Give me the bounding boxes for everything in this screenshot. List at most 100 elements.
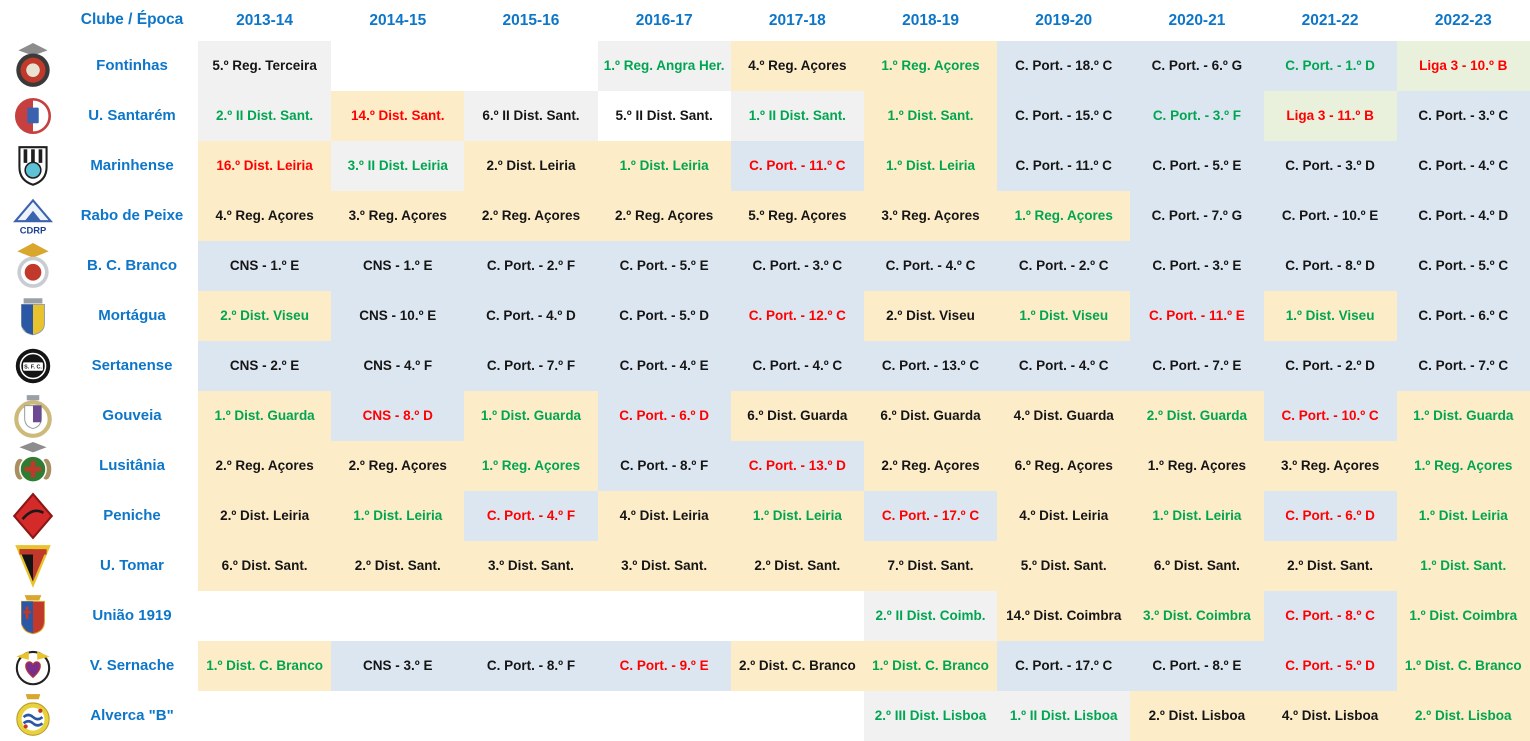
season-cell: 3.º Dist. Coimbra <box>1130 591 1264 641</box>
season-cell: 3.º Reg. Açores <box>1263 441 1397 491</box>
season-cell: 1.º Dist. Leiria <box>1396 491 1530 541</box>
season-cell <box>331 691 464 741</box>
season-cell <box>198 691 331 741</box>
club-name: Gouveia <box>102 407 162 425</box>
season-cell: 1.º Dist. Sant. <box>863 91 998 141</box>
sertanense-crest: S. F. C. <box>0 341 66 391</box>
club-name: Peniche <box>103 507 161 525</box>
header-season-2018-19: 2018-19 <box>902 11 959 29</box>
season-cell: 2.º Dist. Sant. <box>730 541 864 591</box>
lusitania-crest <box>0 441 66 491</box>
season-cell: 5.º II Dist. Sant. <box>615 107 713 123</box>
u-tomar-crest-icon <box>15 545 51 588</box>
season-cell <box>598 691 731 741</box>
club-name: Sertanense <box>91 357 173 375</box>
b-c-branco-crest-icon <box>17 243 49 288</box>
b-c-branco-crest <box>0 241 66 291</box>
season-cell: CNS - 1.º E <box>198 241 332 291</box>
season-cell: C. Port. - 11.º C <box>997 141 1131 191</box>
season-cell: 1.º Dist. C. Branco <box>863 641 998 691</box>
season-cell: C. Port. - 5.º E <box>1130 141 1264 191</box>
season-cell: C. Port. - 1.º D <box>1263 41 1397 91</box>
season-cell: 3.º Reg. Açores <box>863 191 998 241</box>
season-cell: C. Port. - 8.º E <box>1130 641 1264 691</box>
sertanense-crest-icon: S. F. C. <box>15 348 51 384</box>
season-cell: 1.º Reg. Açores <box>997 191 1131 241</box>
svg-text:CDRP: CDRP <box>20 225 47 236</box>
season-cell: C. Port. - 9.º E <box>597 641 731 691</box>
season-cell: 6.º Dist. Sant. <box>198 541 332 591</box>
header-row: Clube / Época 2013-14 2014-15 2015-16 2016-… <box>0 0 1530 41</box>
table-body: Fontinhas 5.º Reg. Terceira 1.º Reg. Angra… <box>0 41 1530 741</box>
peniche-crest-icon <box>12 492 54 540</box>
mortagua-crest <box>0 291 66 341</box>
season-cell: C. Port. - 4.º C <box>730 341 864 391</box>
season-cell: 2.º III Dist. Lisboa <box>863 691 998 741</box>
season-cell: C. Port. - 4.º C <box>1396 141 1530 191</box>
season-cell: C. Port. - 8.º C <box>1263 591 1397 641</box>
table-row: V. Sernache 1.º Dist. C. Branco CNS - 3.º … <box>0 641 1530 691</box>
season-cell: C. Port. - 8.º F <box>597 441 731 491</box>
season-cell: 6.º Reg. Açores <box>997 441 1131 491</box>
season-cell: C. Port. - 7.º F <box>464 341 598 391</box>
season-cell: C. Port. - 6.º G <box>1130 41 1264 91</box>
table-row: Marinhense 16.º Dist. Leiria 3.º II Dist. … <box>0 141 1530 191</box>
season-cell: C. Port. - 11.º C <box>730 141 864 191</box>
table-row: Gouveia 1.º Dist. Guarda CNS - 8.º D 1.º Di… <box>0 391 1530 441</box>
season-cell: 2.º Reg. Açores <box>464 191 598 241</box>
season-cell <box>464 591 597 641</box>
alverca-b-crest <box>0 691 66 741</box>
header-season-2016-17: 2016-17 <box>635 11 693 29</box>
season-cell <box>731 591 864 641</box>
season-cell: 16.º Dist. Leiria <box>198 141 332 191</box>
season-cell: 4.º Dist. Leiria <box>997 491 1131 541</box>
season-cell: 3.º II Dist. Leiria <box>331 141 465 191</box>
season-cell: C. Port. - 2.º D <box>1263 341 1397 391</box>
fontinhas-crest <box>0 41 66 91</box>
season-cell: 4.º Dist. Leiria <box>597 491 731 541</box>
season-cell: C. Port. - 7.º C <box>1396 341 1530 391</box>
peniche-crest <box>0 491 66 541</box>
season-cell: 1.º Reg. Açores <box>464 441 598 491</box>
season-cell: 1.º Reg. Açores <box>1130 441 1264 491</box>
gouveia-crest-icon <box>14 395 52 438</box>
season-cell: 6.º Dist. Guarda <box>730 391 864 441</box>
season-cell: C. Port. - 3.º F <box>1130 91 1264 141</box>
header-season-2013-14: 2013-14 <box>236 11 294 29</box>
season-cell <box>598 591 731 641</box>
season-cell: 2.º Dist. Sant. <box>331 541 465 591</box>
uniao-1919-crest-icon <box>21 595 45 635</box>
season-cell: C. Port. - 5.º C <box>1396 241 1530 291</box>
season-cell: 3.º Dist. Sant. <box>597 541 731 591</box>
season-cell: 7.º Dist. Sant. <box>863 541 998 591</box>
season-cell: 1.º Dist. Leiria <box>863 141 998 191</box>
season-cell: 4.º Dist. Guarda <box>997 391 1131 441</box>
season-cell: 5.º Reg. Açores <box>730 191 864 241</box>
season-cell: C. Port. - 5.º D <box>1263 641 1397 691</box>
season-cell: C. Port. - 10.º E <box>1263 191 1397 241</box>
club-name: U. Santarém <box>88 107 176 125</box>
club-name: Alverca "B" <box>90 707 174 725</box>
season-cell <box>331 41 464 91</box>
season-cell: C. Port. - 3.º E <box>1130 241 1264 291</box>
season-cell: C. Port. - 8.º D <box>1263 241 1397 291</box>
season-cell: C. Port. - 2.º F <box>464 241 598 291</box>
season-cell: C. Port. - 3.º C <box>730 241 864 291</box>
season-cell: CNS - 2.º E <box>198 341 332 391</box>
season-cell: 2.º II Dist. Coimb. <box>863 591 998 641</box>
u-santarem-crest-icon <box>15 98 51 134</box>
season-cell: 1.º II Dist. Sant. <box>730 91 864 141</box>
season-cell: 6.º Dist. Guarda <box>863 391 998 441</box>
fontinhas-crest-icon <box>16 43 50 87</box>
season-cell: 5.º Reg. Terceira <box>198 41 332 91</box>
season-cell: 1.º Dist. Leiria <box>730 491 864 541</box>
season-cell: 1.º Dist. Coimbra <box>1396 591 1530 641</box>
lusitania-crest-icon <box>14 442 52 483</box>
season-cell: C. Port. - 10.º C <box>1263 391 1397 441</box>
season-cell: C. Port. - 11.º E <box>1130 291 1264 341</box>
season-cell: 6.º Dist. Sant. <box>1130 541 1264 591</box>
season-cell: C. Port. - 18.º C <box>997 41 1131 91</box>
season-cell: 4.º Dist. Lisboa <box>1263 691 1397 741</box>
club-name: Fontinhas <box>96 57 168 75</box>
season-cell: 5.º Dist. Sant. <box>997 541 1131 591</box>
